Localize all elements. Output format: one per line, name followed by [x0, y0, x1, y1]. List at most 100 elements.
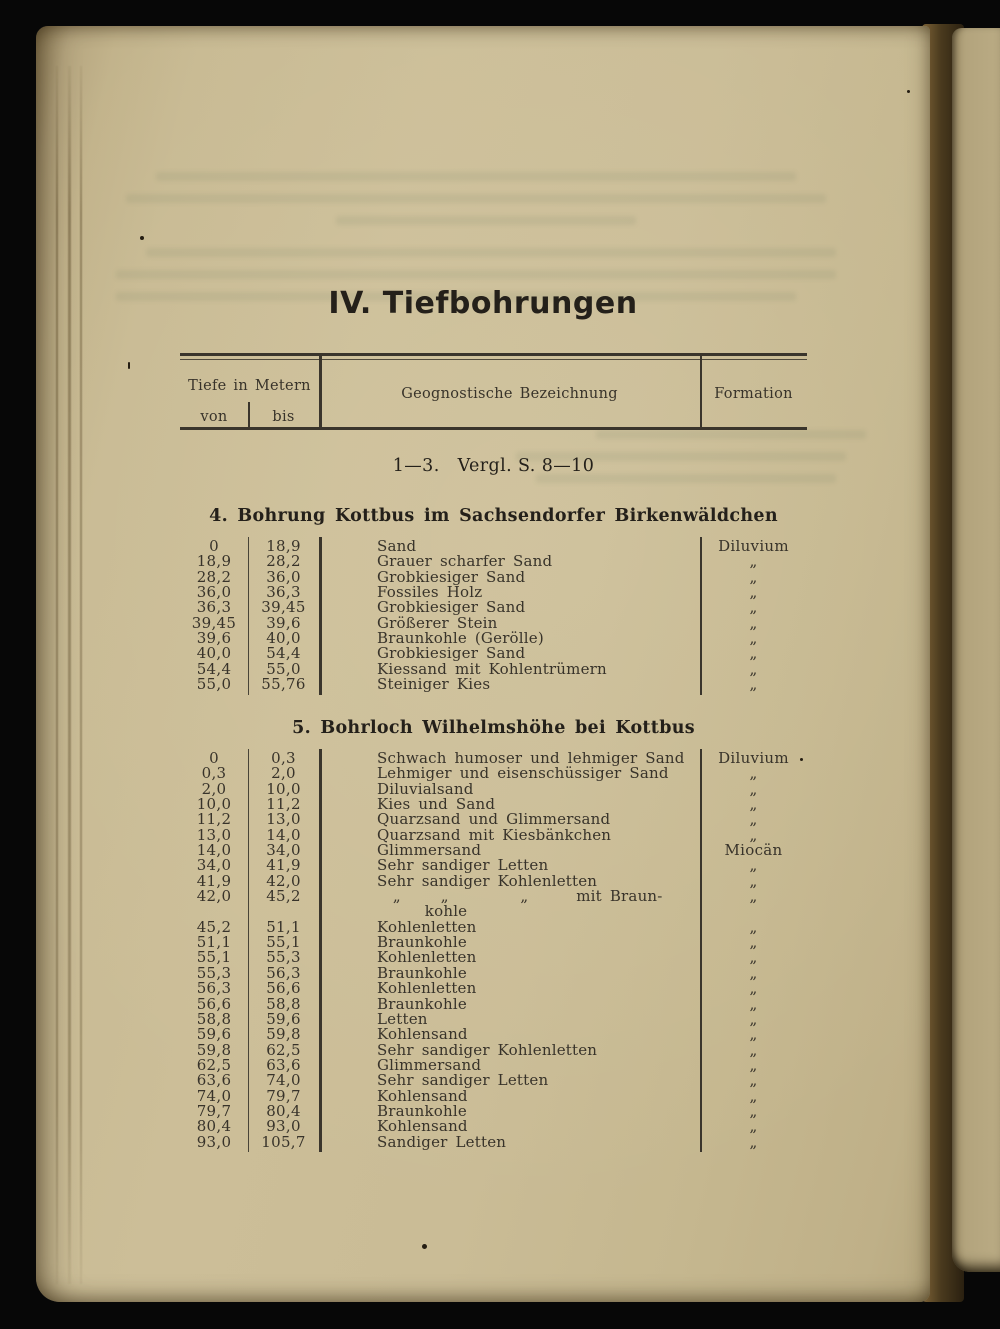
cell-bis: 39,6 — [266, 613, 301, 632]
cell-form: „ — [749, 963, 758, 982]
column-header-depth: Tiefe in Metern — [188, 378, 311, 394]
cell-von: 63,6 — [196, 1071, 232, 1090]
table-row: 59,6 59,8 Kohlensand „ — [180, 1026, 807, 1042]
cell-form: „ — [749, 933, 758, 952]
cell-form: „ — [749, 644, 758, 663]
cell-bis: 59,6 — [266, 1009, 301, 1028]
cell-von: 56,6 — [196, 994, 232, 1013]
show-through-text — [116, 292, 796, 301]
section-table: 0 0,3 Schwach humoser und lehmiger Sand Dil… — [180, 749, 807, 1153]
cell-von: 56,3 — [196, 979, 232, 998]
book-page: IV. Tiefbohrungen Tiefe in Metern von bi… — [36, 26, 930, 1302]
cell-form: „ — [749, 1117, 758, 1136]
cell-form: „ — [749, 1086, 758, 1105]
cell-desc: Sehr sandiger Kohlenletten — [377, 1040, 598, 1059]
cell-bis: 93,0 — [266, 1117, 301, 1136]
cell-form: „ — [749, 825, 758, 844]
column-header-formation: Formation — [714, 386, 793, 402]
table-row: 0,3 2,0 Lehmiger und eisenschüssiger Sand „ — [180, 764, 807, 783]
cell-form: „ — [749, 629, 758, 648]
cell-form: „ — [749, 856, 758, 875]
cell-desc: Kohlensand — [377, 1117, 468, 1136]
table-row: 93,0 105,7 Sandiger Letten „ — [180, 1132, 807, 1151]
cell-bis: 55,1 — [266, 933, 301, 952]
cell-bis: 11,2 — [266, 795, 301, 814]
cell-von: 0 — [209, 749, 219, 767]
cell-bis: 14,0 — [266, 825, 301, 844]
cell-von: 36,0 — [196, 583, 232, 602]
table-row: 0 18,9 Sand Diluvium — [180, 537, 807, 555]
cell-bis: 62,5 — [266, 1040, 301, 1059]
cell-bis: 79,7 — [266, 1086, 301, 1105]
table-row: 41,9 42,0 Sehr sandiger Kohlenletten „ — [180, 871, 807, 890]
cell-form: „ — [749, 810, 758, 829]
cell-von: 74,0 — [196, 1086, 232, 1105]
table-row: 39,45 39,6 Größerer Stein „ — [180, 613, 807, 632]
cell-form: Diluvium — [718, 749, 789, 767]
paper-speck — [422, 1244, 427, 1249]
cell-von: 14,0 — [196, 841, 232, 860]
table-row: 58,8 59,6 Letten „ — [180, 1009, 807, 1028]
table-row: 51,1 55,1 Braunkohle „ — [180, 933, 807, 952]
cell-form: Diluvium — [718, 537, 789, 555]
reference-line: 1—3. Vergl. S. 8—10 — [392, 456, 595, 476]
show-through-text — [116, 270, 836, 279]
cell-bis: 13,0 — [266, 810, 301, 829]
paper-speck — [128, 362, 130, 369]
cell-bis: 34,0 — [266, 841, 301, 860]
table-header: Tiefe in Metern von bis Geognostische Be… — [180, 353, 807, 430]
cell-von: 58,8 — [196, 1009, 232, 1028]
cell-von: 13,0 — [196, 825, 232, 844]
table-row: kohle — [180, 902, 807, 921]
cell-von: 28,2 — [196, 567, 232, 586]
cell-desc: Kies und Sand — [377, 795, 496, 814]
cell-bis: 58,8 — [266, 994, 301, 1013]
cell-von: 10,0 — [196, 795, 232, 814]
paper-speck — [800, 758, 803, 761]
cell-von: 45,2 — [196, 917, 232, 936]
cell-von: 0,3 — [201, 764, 227, 783]
header-rule-bottom — [180, 427, 807, 430]
cell-form: „ — [749, 779, 758, 798]
cell-form: Miocän — [724, 841, 783, 860]
cell-desc: Braunkohle (Gerölle) — [377, 629, 544, 648]
column-header-description: Geognostische Bezeichnung — [401, 386, 618, 402]
table-row: 18,9 28,2 Grauer scharfer Sand „ — [180, 553, 807, 569]
cell-desc: Sehr sandiger Letten — [377, 1071, 549, 1090]
page-title: IV. Tiefbohrungen — [328, 286, 638, 321]
cell-form: „ — [749, 659, 758, 678]
table-divider-von-bis — [248, 537, 250, 695]
cell-form: „ — [749, 583, 758, 602]
cell-desc: Grobkiesiger Sand — [377, 598, 526, 617]
cell-bis: 56,3 — [266, 963, 301, 982]
table-row: 55,3 56,3 Braunkohle „ — [180, 963, 807, 982]
cell-desc: Braunkohle — [377, 994, 467, 1013]
cell-desc: Letten — [377, 1009, 428, 1028]
cell-desc: Kohlenletten — [377, 979, 477, 998]
cell-bis: 36,0 — [266, 567, 301, 586]
paper-speck — [140, 236, 144, 240]
cell-bis: 41,9 — [266, 856, 301, 875]
header-divider-depth — [319, 355, 322, 427]
cell-form: „ — [749, 567, 758, 586]
cell-desc: kohle — [377, 902, 468, 921]
table-row: 42,0 45,2 „ „ „ mit Braun- „ — [180, 887, 807, 906]
gutter-crease — [80, 66, 82, 1284]
table-row: 34,0 41,9 Sehr sandiger Letten „ — [180, 856, 807, 875]
table-row: 36,0 36,3 Fossiles Holz „ — [180, 583, 807, 602]
cell-bis: 18,9 — [266, 537, 301, 555]
cell-von: 36,3 — [196, 598, 232, 617]
cell-desc: Kohlenletten — [377, 948, 477, 967]
cell-bis: 2,0 — [271, 764, 296, 783]
cell-bis: 45,2 — [266, 887, 301, 906]
cell-von: 39,6 — [196, 629, 232, 648]
cell-von: 0 — [209, 537, 219, 555]
cell-form: „ — [749, 613, 758, 632]
table-row: 63,6 74,0 Sehr sandiger Letten „ — [180, 1071, 807, 1090]
cell-desc: Kohlenletten — [377, 917, 477, 936]
table-divider-formation — [700, 749, 702, 1153]
cell-von: 93,0 — [196, 1132, 232, 1151]
cell-desc: Sehr sandiger Kohlenletten — [377, 871, 598, 890]
table-divider-formation — [700, 537, 702, 695]
